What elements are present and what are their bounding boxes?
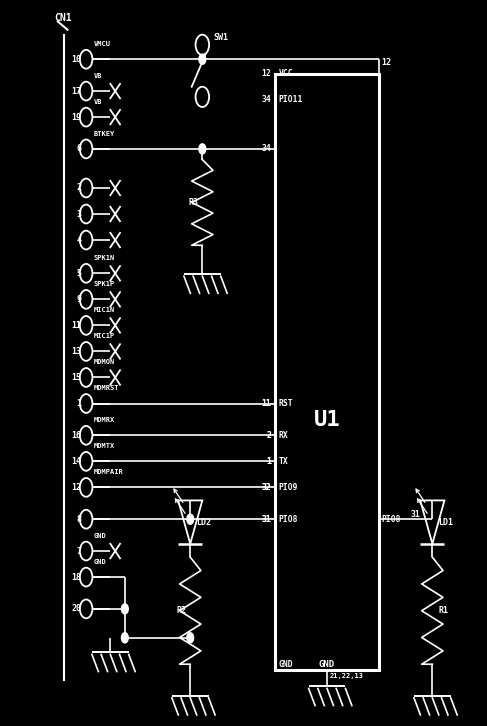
Text: 1: 1 bbox=[266, 457, 271, 466]
Text: 34: 34 bbox=[262, 144, 271, 153]
Text: VCC: VCC bbox=[279, 69, 294, 78]
Text: GND: GND bbox=[319, 660, 335, 669]
Text: MDMPAIR: MDMPAIR bbox=[94, 469, 124, 475]
Text: 32: 32 bbox=[262, 483, 271, 492]
Text: 11: 11 bbox=[71, 321, 81, 330]
Text: 19: 19 bbox=[71, 113, 81, 121]
Text: 4: 4 bbox=[76, 235, 81, 245]
Text: SPK1N: SPK1N bbox=[94, 255, 115, 261]
Text: 9: 9 bbox=[76, 295, 81, 304]
Text: 1: 1 bbox=[266, 457, 271, 466]
Text: 8: 8 bbox=[76, 515, 81, 523]
Text: MIC1P: MIC1P bbox=[94, 333, 115, 339]
Text: PIO8: PIO8 bbox=[381, 515, 401, 523]
Text: 13: 13 bbox=[71, 347, 81, 356]
Text: 16: 16 bbox=[71, 431, 81, 440]
Text: 32: 32 bbox=[262, 483, 271, 492]
Text: LD2: LD2 bbox=[196, 518, 211, 526]
Text: 20: 20 bbox=[71, 605, 81, 613]
Text: 31: 31 bbox=[262, 515, 271, 523]
Text: 34: 34 bbox=[262, 95, 271, 105]
Text: 18: 18 bbox=[71, 573, 81, 582]
Circle shape bbox=[121, 604, 128, 614]
Text: 10: 10 bbox=[71, 54, 81, 64]
Text: 6: 6 bbox=[76, 144, 81, 153]
Text: 12: 12 bbox=[262, 69, 271, 78]
Circle shape bbox=[199, 144, 206, 154]
Text: RX: RX bbox=[279, 431, 289, 440]
Text: MDMRX: MDMRX bbox=[94, 417, 115, 423]
Circle shape bbox=[121, 633, 128, 643]
Text: R2: R2 bbox=[176, 606, 187, 615]
Text: R1: R1 bbox=[438, 606, 448, 615]
Text: TX: TX bbox=[279, 457, 289, 466]
Text: RST: RST bbox=[279, 399, 294, 408]
Text: SW1: SW1 bbox=[213, 33, 228, 42]
Circle shape bbox=[199, 54, 206, 65]
Text: R3: R3 bbox=[188, 198, 199, 207]
Text: 31: 31 bbox=[411, 510, 420, 519]
Text: 14: 14 bbox=[71, 457, 81, 466]
Text: MDMON: MDMON bbox=[94, 359, 115, 365]
Text: 15: 15 bbox=[71, 373, 81, 382]
Text: 2: 2 bbox=[266, 431, 271, 440]
Text: 2: 2 bbox=[266, 431, 271, 440]
Text: 11: 11 bbox=[262, 399, 271, 408]
Text: VB: VB bbox=[94, 99, 102, 105]
Text: MDMRST: MDMRST bbox=[94, 386, 119, 391]
Text: VMCU: VMCU bbox=[94, 41, 111, 47]
Text: 21,22,13: 21,22,13 bbox=[329, 673, 363, 679]
Text: 17: 17 bbox=[71, 86, 81, 96]
Text: BTKEY: BTKEY bbox=[94, 131, 115, 136]
Text: 7: 7 bbox=[76, 547, 81, 555]
Bar bbox=[275, 74, 379, 670]
Text: U1: U1 bbox=[314, 409, 340, 430]
Text: MDMTX: MDMTX bbox=[94, 443, 115, 449]
Text: CN1: CN1 bbox=[55, 13, 72, 23]
Text: PIO11: PIO11 bbox=[279, 95, 303, 105]
Text: 1: 1 bbox=[76, 399, 81, 408]
Text: 5: 5 bbox=[76, 269, 81, 278]
Text: GND: GND bbox=[94, 533, 107, 539]
Text: VB: VB bbox=[94, 73, 102, 79]
Text: SPK1P: SPK1P bbox=[94, 281, 115, 287]
Text: 3: 3 bbox=[76, 210, 81, 219]
Circle shape bbox=[187, 514, 194, 524]
Text: MIC1N: MIC1N bbox=[94, 307, 115, 313]
Text: LD1: LD1 bbox=[438, 518, 453, 526]
Text: PIO8: PIO8 bbox=[279, 515, 299, 523]
Text: 2: 2 bbox=[76, 184, 81, 192]
Text: 11: 11 bbox=[262, 399, 271, 408]
Text: PIO9: PIO9 bbox=[279, 483, 299, 492]
Text: 31: 31 bbox=[262, 515, 271, 523]
Text: GND: GND bbox=[279, 660, 294, 669]
Text: GND: GND bbox=[94, 559, 107, 565]
Circle shape bbox=[187, 633, 194, 643]
Text: 12: 12 bbox=[71, 483, 81, 492]
Text: 12: 12 bbox=[381, 58, 392, 68]
